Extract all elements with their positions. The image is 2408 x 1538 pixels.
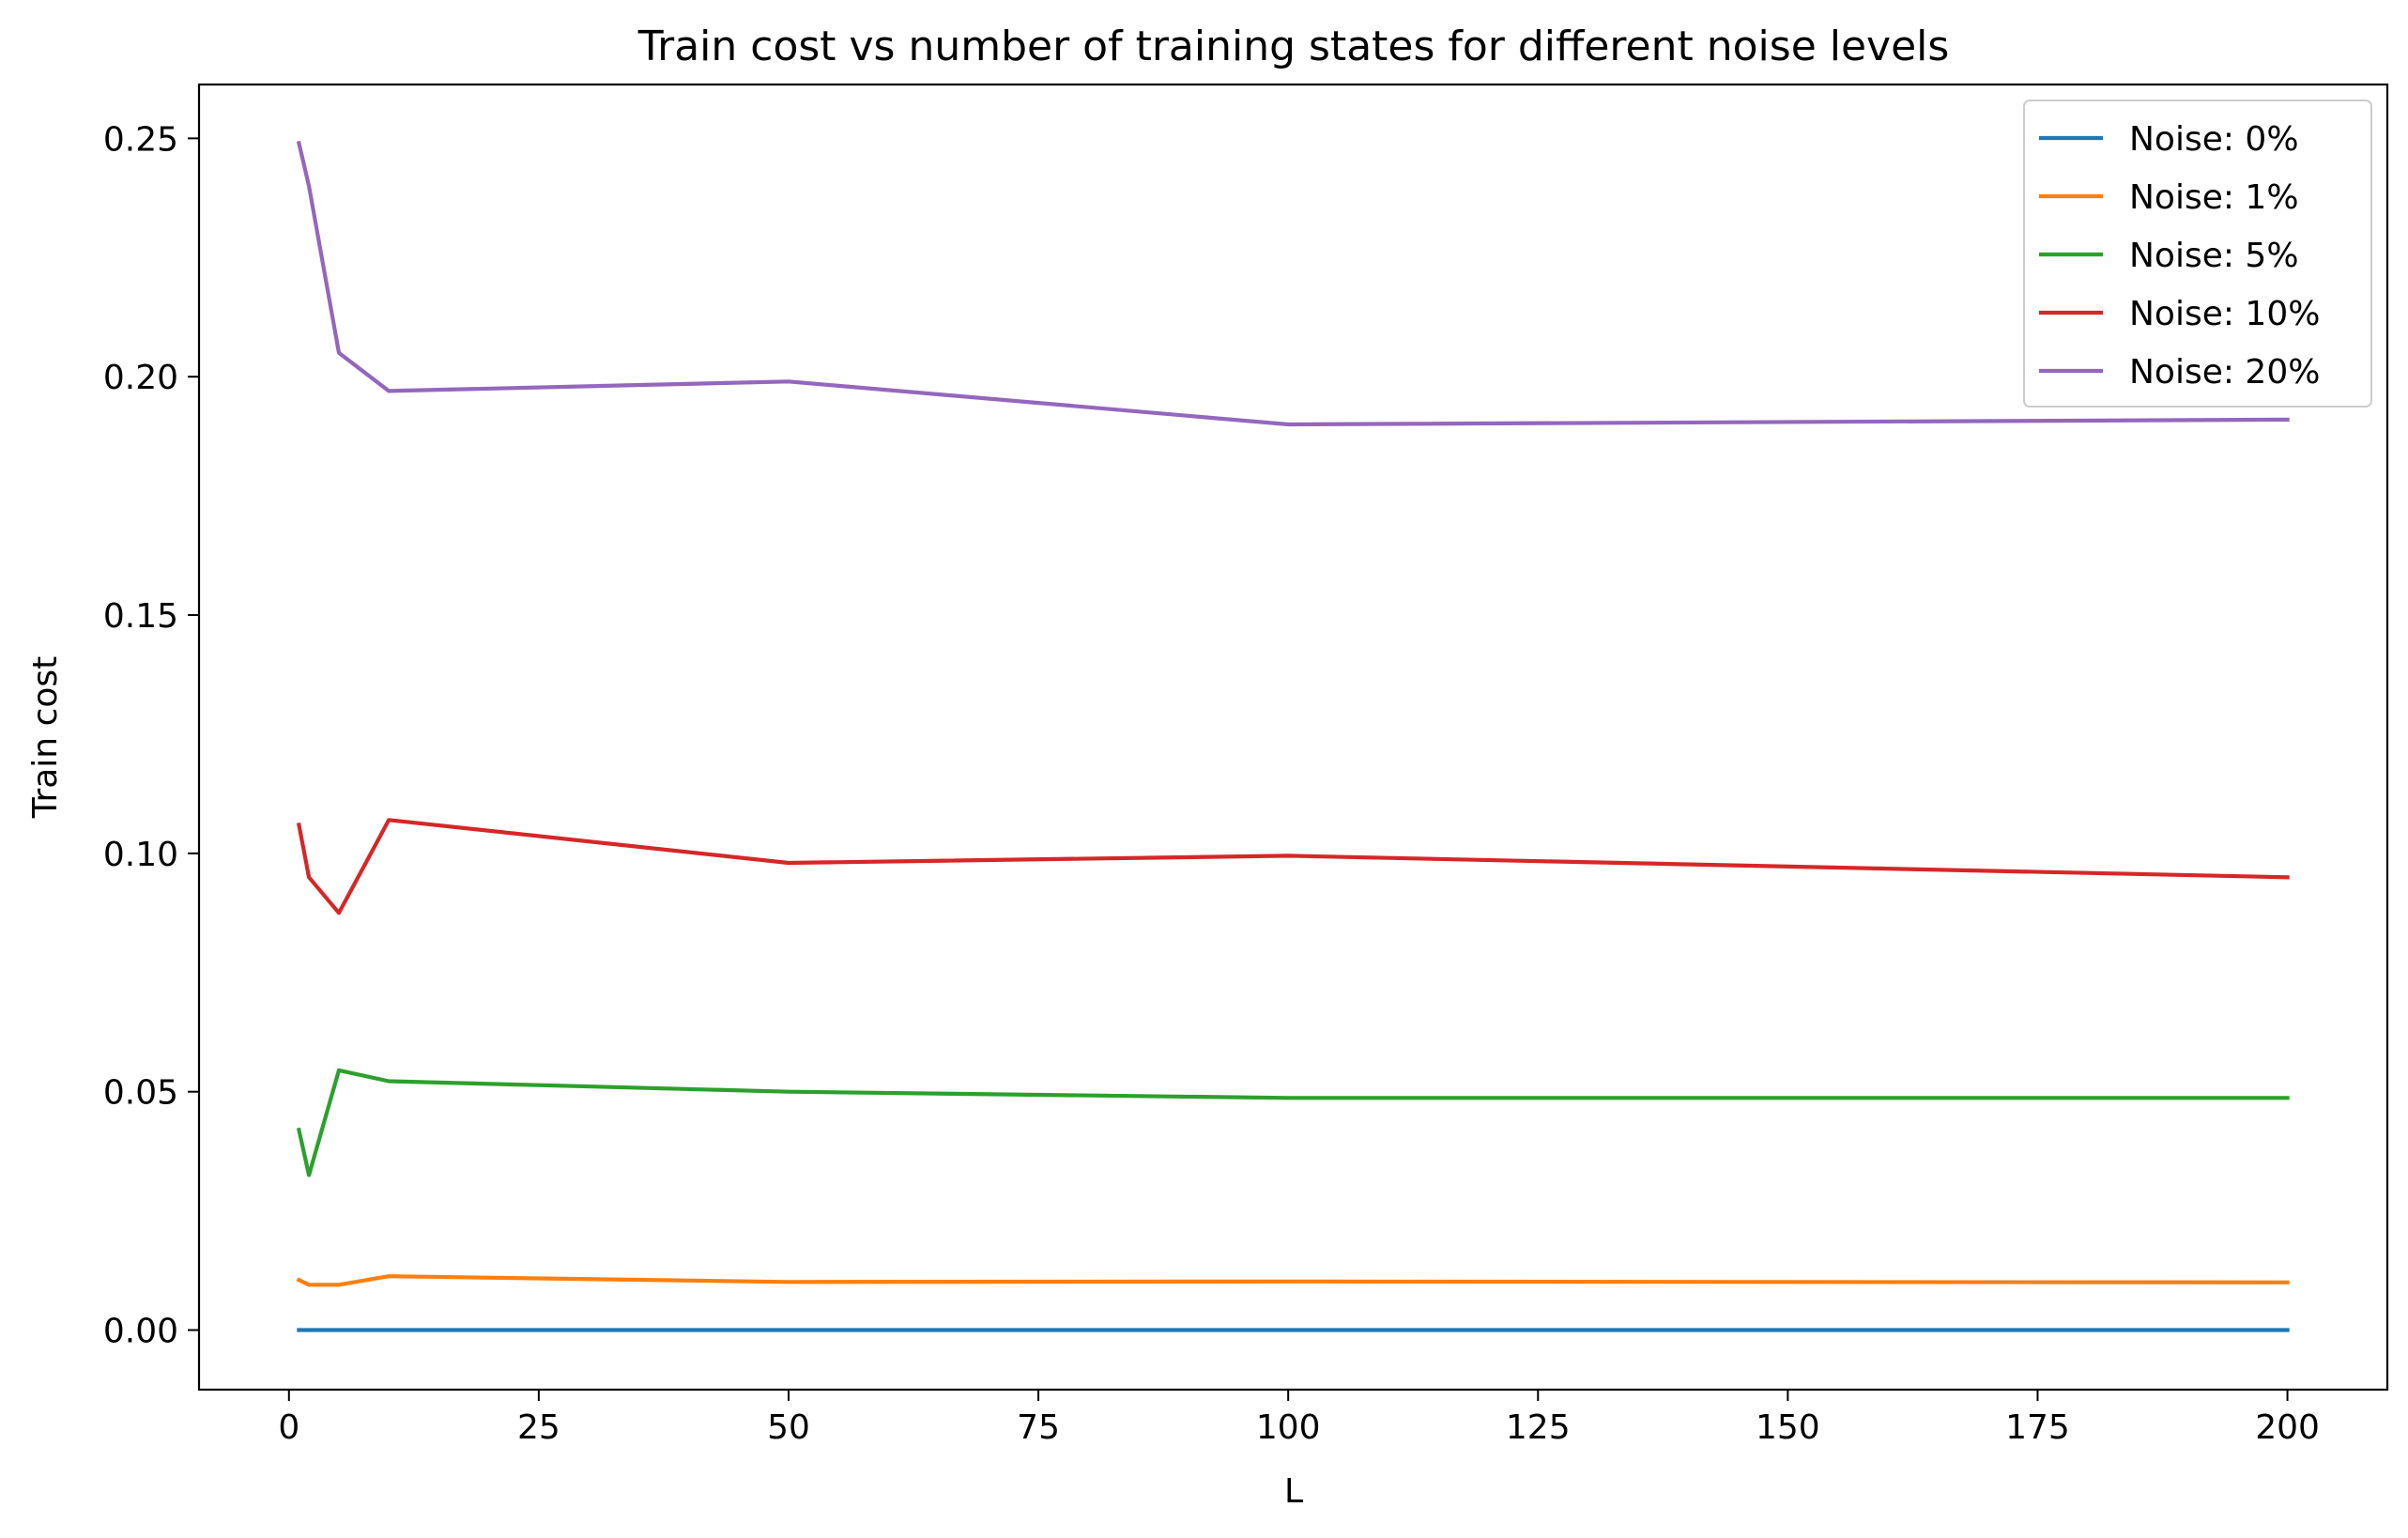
legend-label-4: Noise: 20%: [2129, 353, 2320, 392]
plot-area: [197, 83, 2389, 1392]
x-axis: 0 25 50 75 100 125 150 175 200: [278, 1390, 2320, 1447]
x-axis-label: L: [1284, 1472, 1303, 1511]
x-tick-label: 100: [1256, 1408, 1321, 1447]
y-tick-label: 0.10: [103, 836, 178, 874]
y-tick-label: 0.15: [103, 597, 178, 636]
legend-label-3: Noise: 10%: [2129, 295, 2320, 333]
legend-label-2: Noise: 5%: [2129, 237, 2299, 275]
series-line-1: [296, 1274, 2290, 1287]
x-tick-label: 150: [1756, 1408, 1820, 1447]
series-line-3: [296, 818, 2290, 915]
legend: Noise: 0% Noise: 1% Noise: 5% Noise: 10% Noi…: [2023, 100, 2372, 408]
y-tick-label: 0.00: [103, 1313, 178, 1351]
x-tick-label: 50: [767, 1408, 810, 1447]
x-tick-label: 25: [517, 1408, 560, 1447]
legend-label-0: Noise: 0%: [2129, 120, 2299, 159]
legend-box: [2023, 100, 2372, 408]
x-tick-label: 75: [1017, 1408, 1060, 1447]
y-tick-label: 0.05: [103, 1074, 178, 1113]
x-tick-label: 175: [2005, 1408, 2070, 1447]
y-tick-label: 0.25: [103, 120, 178, 159]
series-line-2: [296, 1068, 2290, 1177]
x-tick-label: 125: [1506, 1408, 1571, 1447]
x-tick-label: 0: [278, 1408, 299, 1447]
y-axis: 0.00 0.05 0.10 0.15 0.20 0.25: [103, 120, 199, 1351]
legend-label-1: Noise: 1%: [2129, 178, 2299, 217]
series-line-4: [296, 140, 2290, 427]
series-layer: [296, 140, 2290, 1332]
y-tick-label: 0.20: [103, 359, 178, 397]
axes-frame: [197, 83, 2389, 1392]
chart-title: Train cost vs number of training states …: [637, 23, 1950, 70]
x-tick-label: 200: [2255, 1408, 2320, 1447]
y-axis-label: Train cost: [26, 656, 65, 820]
